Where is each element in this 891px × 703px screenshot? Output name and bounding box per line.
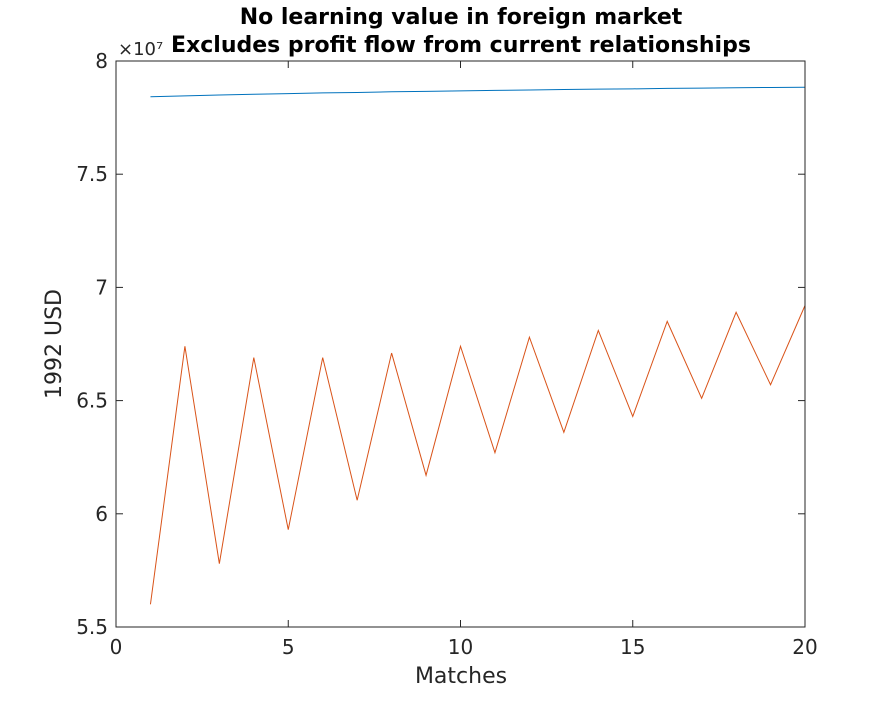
x-tick-label: 5 xyxy=(282,635,295,659)
y-axis-exponent: ×10⁷ xyxy=(118,39,163,60)
x-tick-label: 10 xyxy=(448,635,473,659)
series-line-1 xyxy=(150,86,806,98)
x-tick-label: 20 xyxy=(792,635,817,659)
x-tick-label: 0 xyxy=(110,635,123,659)
y-tick-label: 6 xyxy=(95,502,108,526)
y-tick-label: 8 xyxy=(95,49,108,73)
y-axis-label: 1992 USD xyxy=(42,289,67,399)
chart-title-line-1: No learning value in foreign market xyxy=(240,5,683,30)
y-tick-label: 7.5 xyxy=(76,162,108,186)
x-tick-label: 15 xyxy=(620,635,645,659)
plot-area xyxy=(116,61,805,627)
series-line-2 xyxy=(149,305,806,605)
series-layer xyxy=(149,86,806,605)
y-tick-label: 7 xyxy=(95,275,108,299)
y-tick-label: 5.5 xyxy=(76,615,108,639)
axes-layer: 0 5 10 15 20 5.5 6 6.5 7 7.5 8 xyxy=(76,49,818,659)
chart-title-line-2: Excludes profit flow from current relati… xyxy=(171,33,751,58)
y-tick-label: 6.5 xyxy=(76,389,108,413)
x-axis-label: Matches xyxy=(415,664,507,689)
